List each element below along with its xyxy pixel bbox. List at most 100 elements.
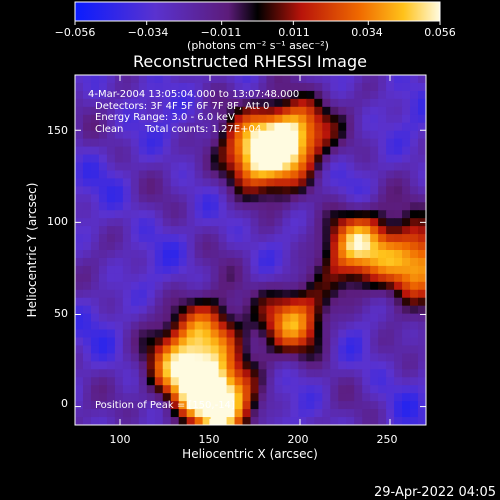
heatmap-cell <box>410 90 419 100</box>
heatmap-cell <box>186 353 196 362</box>
heatmap-cell <box>290 313 299 323</box>
heatmap-cell <box>186 186 196 195</box>
heatmap-cell <box>378 234 387 243</box>
heatmap-cell <box>146 218 156 227</box>
heatmap-cell <box>218 345 228 355</box>
heatmap-cell <box>394 106 403 116</box>
heatmap-cell <box>346 361 355 370</box>
heatmap-cell <box>370 130 379 140</box>
heatmap-cell <box>130 170 140 180</box>
heatmap-cell <box>298 170 307 180</box>
heatmap-cell <box>170 329 180 339</box>
heatmap-cell <box>170 98 180 108</box>
heatmap-cell <box>162 202 172 211</box>
colorbar: −0.056 −0.034 −0.011 0.011 0.034 0.056 (… <box>55 1 456 52</box>
heatmap-cell <box>378 305 387 315</box>
heatmap-cell <box>122 257 132 267</box>
heatmap-cell <box>370 337 379 347</box>
heatmap-cell <box>138 250 148 259</box>
heatmap-cell <box>346 345 355 355</box>
heatmap-cell <box>218 393 228 402</box>
heatmap-cell <box>162 361 172 370</box>
heatmap-cell <box>282 265 291 275</box>
heatmap-cell <box>234 98 244 108</box>
heatmap-cell <box>194 146 204 156</box>
heatmap-cell <box>162 98 172 108</box>
heatmap-cell <box>250 329 260 339</box>
heatmap-cell <box>75 106 84 116</box>
heatmap-cell <box>282 138 291 148</box>
heatmap-cell <box>370 281 379 291</box>
heatmap-cell <box>258 82 268 92</box>
heatmap-cell <box>202 122 212 132</box>
heatmap-cell <box>370 393 379 402</box>
heatmap-cell <box>346 114 355 124</box>
heatmap-cell <box>258 321 268 331</box>
heatmap-cell <box>130 178 140 187</box>
heatmap-cell <box>306 170 315 180</box>
heatmap-cell <box>130 305 140 315</box>
heatmap-cell <box>75 202 84 211</box>
heatmap-cell <box>226 242 236 251</box>
heatmap-cell <box>218 75 228 84</box>
heatmap-cell <box>290 329 299 339</box>
heatmap-cell <box>154 194 164 203</box>
heatmap-cell <box>130 242 140 251</box>
heatmap-cell <box>162 186 172 195</box>
heatmap-cell <box>178 345 188 355</box>
heatmap-cell <box>338 369 347 378</box>
heatmap-cell <box>186 281 196 291</box>
heatmap-cell <box>266 170 276 180</box>
heatmap-cell <box>162 401 172 410</box>
heatmap-cell <box>146 337 156 347</box>
heatmap-cell <box>330 82 339 92</box>
heatmap-cell <box>314 178 323 187</box>
heatmap-cell <box>378 98 387 108</box>
heatmap-cell <box>298 353 307 362</box>
heatmap-cell <box>394 409 403 418</box>
heatmap-cell <box>106 377 116 386</box>
heatmap-cell <box>242 273 252 283</box>
heatmap-cell <box>130 218 140 227</box>
heatmap-cell <box>258 90 268 100</box>
heatmap-cell <box>146 273 156 283</box>
heatmap-cell <box>162 130 172 140</box>
heatmap-cell <box>202 138 212 148</box>
heatmap-cell <box>362 146 371 156</box>
heatmap-cell <box>418 178 426 187</box>
heatmap-cell <box>394 321 403 331</box>
heatmap-cell <box>90 250 100 259</box>
heatmap-cell <box>210 170 220 180</box>
heatmap-cell <box>410 377 419 386</box>
heatmap-cell <box>410 202 419 211</box>
heatmap-cell <box>282 337 291 347</box>
heatmap-cell <box>186 369 196 378</box>
heatmap-cell <box>202 170 212 180</box>
heatmap-cell <box>75 361 84 370</box>
heatmap-cell <box>162 313 172 323</box>
heatmap-cell <box>170 170 180 180</box>
heatmap-cell <box>330 321 339 331</box>
heatmap-cell <box>290 146 299 156</box>
heatmap-cell <box>290 162 299 172</box>
heatmap-cell <box>274 297 284 307</box>
heatmap-cell <box>162 393 172 402</box>
heatmap-cell <box>410 417 419 425</box>
heatmap-cell <box>138 226 148 235</box>
heatmap-cell <box>410 75 419 84</box>
heatmap-cell <box>394 162 403 172</box>
heatmap-cell <box>146 98 156 108</box>
heatmap-cell <box>75 369 84 378</box>
heatmap-cell <box>386 242 395 251</box>
heatmap-cell <box>370 377 379 386</box>
heatmap-cell <box>162 226 172 235</box>
heatmap-cell <box>194 257 204 267</box>
heatmap-cell <box>146 178 156 187</box>
heatmap-cell <box>362 114 371 124</box>
heatmap-cell <box>402 281 411 291</box>
heatmap-cell <box>354 313 363 323</box>
heatmap-cell <box>82 273 92 283</box>
heatmap-cell <box>170 226 180 235</box>
heatmap-cell <box>378 162 387 172</box>
heatmap-cell <box>106 257 116 267</box>
